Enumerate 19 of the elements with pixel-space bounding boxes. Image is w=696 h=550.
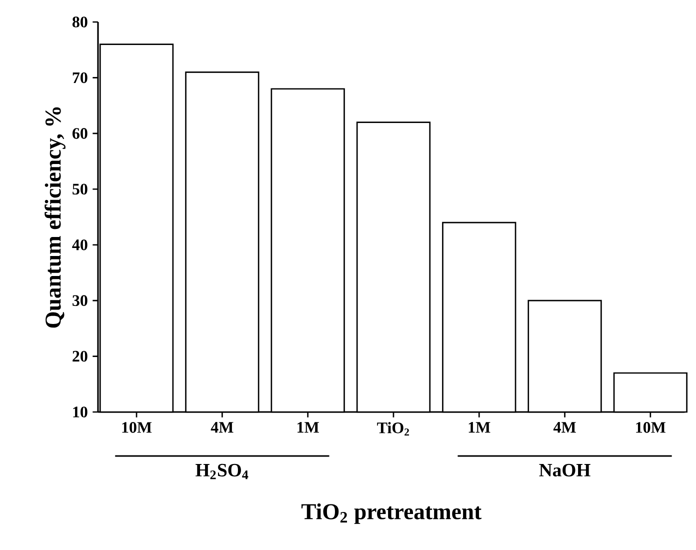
- x-tick-label: 4M: [210, 422, 234, 433]
- x-tick-label: TiO$_{2}$: [377, 422, 409, 436]
- y-tick-label: 20: [72, 350, 88, 362]
- x-tick-label: 1M: [468, 422, 490, 433]
- text: H$_{2}$SO$_{4}$: [196, 464, 248, 480]
- x-tick-label: 10M: [636, 422, 666, 433]
- text: NaOH: [539, 464, 590, 476]
- y-tick-label: 70: [72, 72, 88, 84]
- y-tick-label: 50: [72, 184, 88, 195]
- x-tick-label: 4M: [553, 422, 576, 433]
- x-axis-title: TiO$_{2}$ pretreatment: [301, 503, 482, 524]
- x-tick-label: 10M: [122, 422, 152, 433]
- y-tick-label: 10: [73, 406, 88, 418]
- y-tick-label: 60: [72, 128, 88, 139]
- y-tick-label: 40: [72, 239, 88, 250]
- y-tick-label: 80: [72, 16, 88, 28]
- y-axis-title: Quantum efficiency, %: [44, 107, 66, 328]
- y-tick-label: 30: [72, 295, 88, 306]
- x-tick-label: 1M: [298, 422, 319, 433]
